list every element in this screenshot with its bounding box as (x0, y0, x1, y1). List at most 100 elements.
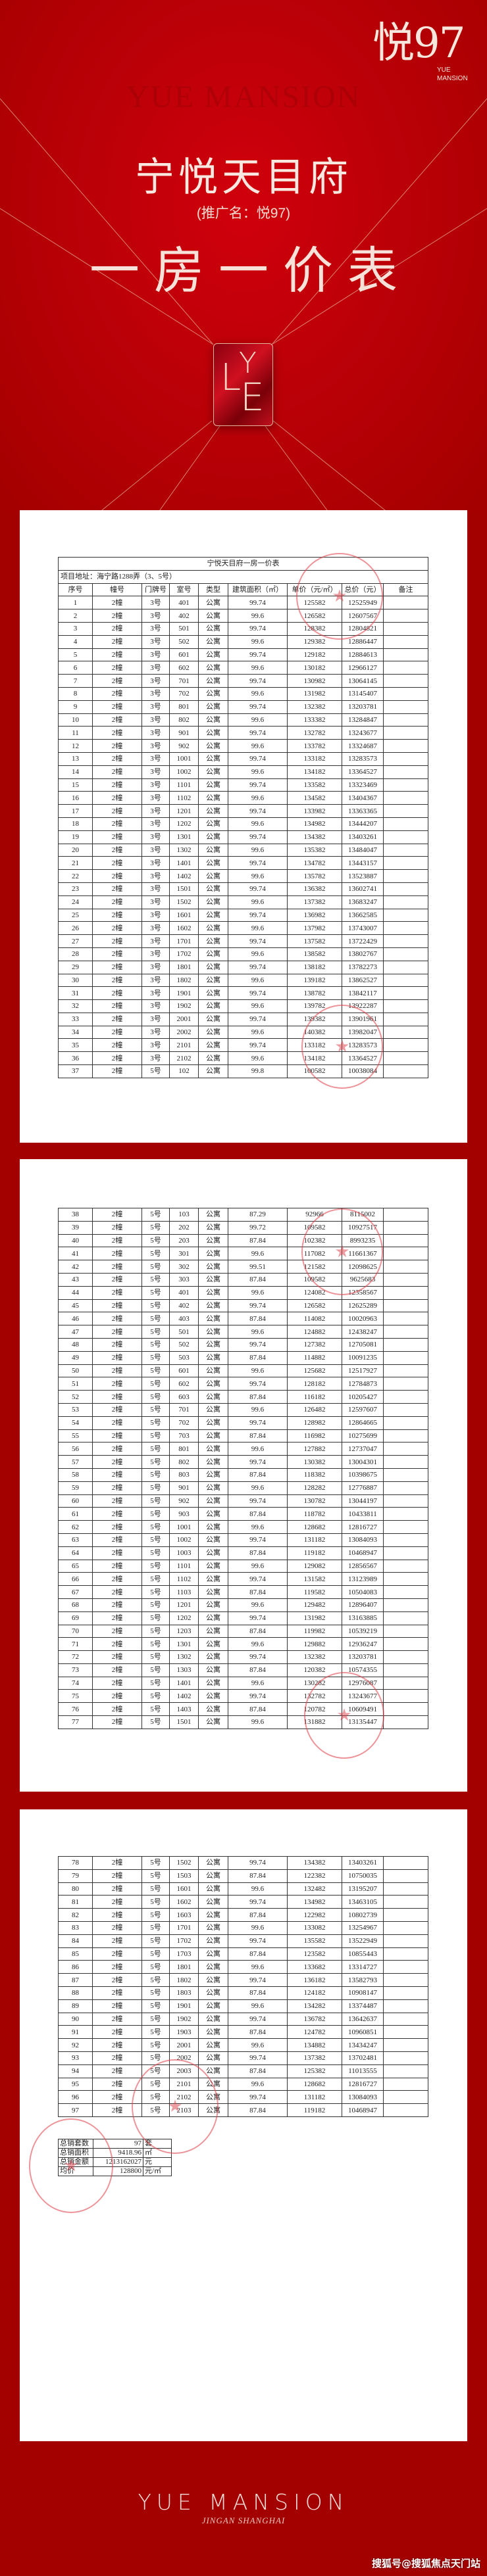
table-cell: 11 (58, 726, 93, 740)
remark-cell (383, 1947, 428, 1961)
table-cell: 公寓 (198, 1611, 228, 1625)
table-cell: 2幢 (92, 1312, 142, 1326)
table-cell: 5号 (141, 1934, 170, 1948)
summary-value: 128800 (93, 2166, 143, 2176)
table-cell: 134382 (287, 1856, 342, 1870)
table-cell: 48 (58, 1337, 93, 1352)
table-cell: 99.74 (228, 882, 288, 896)
table-cell: 1602 (169, 921, 199, 936)
table-cell: 67 (58, 1585, 93, 1599)
table-cell: 91 (58, 2025, 93, 2039)
table-cell: 5号 (141, 1882, 170, 1896)
table-cell: 公寓 (198, 596, 228, 610)
table-row: 51 2幢 5号 602 公寓 99.74 128182 12784873 (58, 1377, 428, 1391)
remark-cell (382, 869, 429, 883)
table-cell: 87.84 (228, 1233, 288, 1248)
table-cell: 1601 (169, 1882, 199, 1896)
table-cell: 13135447 (342, 1715, 384, 1729)
table-cell: 1401 (169, 856, 199, 871)
table-cell: 13323469 (342, 778, 384, 792)
table-cell: 13243677 (342, 726, 384, 740)
table-cell: 10802739 (342, 1908, 384, 1922)
table-cell: 133682 (287, 1960, 342, 1974)
table-cell: 5号 (141, 1350, 170, 1365)
remark-cell (382, 765, 429, 779)
remark-cell (383, 1350, 428, 1365)
table-cell: 87.84 (228, 1624, 288, 1638)
table-cell: 602 (169, 661, 199, 675)
table-cell: 2幢 (92, 739, 142, 753)
table-cell: 1102 (169, 1572, 199, 1586)
table-cell: 公寓 (198, 1624, 228, 1638)
table-cell: 124082 (287, 1285, 342, 1300)
remark-cell (382, 778, 429, 792)
table-cell: 3号 (141, 960, 170, 974)
table-cell: 10020963 (342, 1312, 384, 1326)
table-cell: 公寓 (198, 739, 228, 753)
table-cell: 99.6 (228, 661, 288, 675)
table-cell: 2幢 (92, 2077, 142, 2091)
table-cell: 2幢 (92, 1350, 142, 1365)
table-cell: 13123989 (342, 1572, 384, 1586)
table-cell: 公寓 (198, 2077, 228, 2091)
table-cell: 203 (169, 1233, 199, 1248)
summary-row: 总销金额 1213162027 元 (58, 2157, 172, 2167)
table-cell: 3号 (141, 765, 170, 779)
table-cell: 2幢 (92, 1012, 142, 1026)
table-cell: 51 (58, 1377, 93, 1391)
table-cell: 2幢 (92, 621, 142, 636)
remark-cell (382, 817, 429, 831)
table-cell: 3号 (141, 596, 170, 610)
table-cell: 1101 (169, 778, 199, 792)
table-cell: 公寓 (198, 713, 228, 727)
table-cell: 99.74 (228, 1611, 288, 1625)
table-cell: 公寓 (198, 1350, 228, 1365)
table-cell: 99.6 (228, 1481, 288, 1495)
table-cell: 公寓 (198, 1051, 228, 1066)
table-cell: 137982 (287, 921, 342, 936)
table-cell: 2幢 (92, 713, 142, 727)
table-cell: 2幢 (92, 960, 142, 974)
table-cell: 3号 (141, 1038, 170, 1053)
table-cell: 99.6 (228, 791, 288, 805)
table-cell: 13862527 (342, 973, 384, 988)
table-cell: 1201 (169, 1598, 199, 1612)
table-cell: 128682 (287, 2077, 342, 2091)
column-header: 室号 (169, 583, 199, 597)
table-cell: 1901 (169, 1999, 199, 2013)
price-table-page-1: 宁悦天目府一房一价表 项目地址：海宁路1288弄（3、5号） 序号 幢号 门牌号 室号… (57, 557, 429, 1078)
table-cell: 4 (58, 634, 93, 649)
table-cell: 44 (58, 1285, 93, 1300)
table-row: 54 2幢 5号 702 公寓 99.74 128982 12864665 (58, 1416, 428, 1430)
table-cell: 87.84 (228, 1585, 288, 1599)
table-cell: 99.6 (228, 921, 288, 936)
logo-en-line-1: YUE (437, 66, 451, 74)
table-cell: 9625683 (342, 1272, 384, 1287)
table-cell: 1002 (169, 765, 199, 779)
table-cell: 133182 (287, 1038, 342, 1053)
table-row: 48 2幢 5号 502 公寓 99.74 127382 12705081 (58, 1337, 428, 1352)
table-cell: 10574355 (342, 1663, 384, 1677)
table-cell: 公寓 (198, 1533, 228, 1547)
column-header: 类型 (198, 583, 228, 597)
column-header: 备注 (382, 583, 429, 597)
table-cell: 99.6 (228, 1364, 288, 1378)
table-cell: 2幢 (92, 1999, 142, 2013)
table-row: 59 2幢 5号 901 公寓 99.6 128282 12776887 (58, 1481, 428, 1495)
table-cell: 3号 (141, 661, 170, 675)
table-row: 87 2幢 5号 1802 公寓 99.74 136182 13582793 (58, 1973, 428, 1987)
table-cell: 5号 (141, 1895, 170, 1909)
table-cell: 3号 (141, 921, 170, 936)
table-cell: 5号 (141, 1325, 170, 1339)
remark-cell (383, 1689, 428, 1704)
table-cell: 82 (58, 1908, 93, 1922)
table-cell: 73 (58, 1663, 93, 1677)
table-cell: 99.74 (228, 2012, 288, 2026)
table-cell: 99.6 (228, 1051, 288, 1066)
table-cell: 公寓 (198, 1038, 228, 1053)
table-cell: 13484047 (342, 843, 384, 857)
footer-brand: YUE MANSION (138, 2489, 349, 2515)
table-cell: 公寓 (198, 908, 228, 922)
table-cell: 134382 (287, 830, 342, 844)
table-cell: 公寓 (198, 804, 228, 818)
